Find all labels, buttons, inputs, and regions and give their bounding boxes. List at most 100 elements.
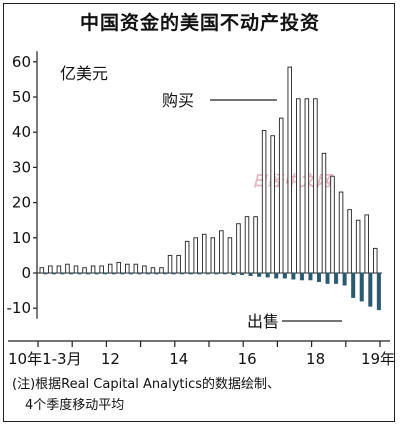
- y-tick-label: 30: [12, 158, 31, 176]
- y-tick-label: 20: [12, 194, 31, 212]
- x-tick-label: 18: [306, 350, 325, 368]
- y-tick-label: -10: [7, 299, 32, 317]
- buy-bar: [338, 191, 344, 274]
- sell-bar: [145, 272, 150, 275]
- buy-bar: [304, 98, 310, 274]
- buy-bar: [261, 129, 267, 274]
- sell-bar: [197, 272, 202, 275]
- sell-bar: [248, 272, 253, 277]
- buy-bar: [296, 98, 301, 274]
- y-tick-label: 60: [12, 53, 31, 71]
- buy-bar: [227, 237, 233, 274]
- sell-bar: [137, 272, 142, 275]
- sell-bar: [265, 272, 270, 278]
- sell-bar: [342, 272, 347, 286]
- sell-bar: [86, 272, 91, 275]
- sell-bar: [257, 272, 262, 277]
- buy-bar: [236, 223, 241, 274]
- buy-bar: [219, 230, 224, 274]
- sell-bar: [376, 272, 381, 311]
- sell-bar: [43, 272, 48, 275]
- buy-bar: [48, 265, 53, 274]
- sell-bar: [325, 272, 330, 284]
- buy-bar: [82, 267, 87, 274]
- x-tick-label: 10年1-3月: [8, 350, 82, 368]
- sell-bar: [94, 272, 99, 275]
- buy-bar: [321, 152, 327, 274]
- sell-bar: [231, 272, 236, 275]
- x-tick-label: 12: [101, 350, 120, 368]
- sell-bar: [308, 272, 313, 281]
- buy-bar: [65, 263, 70, 274]
- sell-bar: [163, 272, 168, 275]
- y-tick-label: 0: [21, 264, 31, 282]
- chart-frame: [3, 3, 395, 422]
- sell-bar: [334, 272, 339, 284]
- x-tick-label: 14: [169, 350, 188, 368]
- buy-bar: [176, 254, 181, 274]
- buy-bar: [210, 237, 216, 274]
- buy-bar: [39, 267, 45, 274]
- sell-bar: [60, 272, 65, 275]
- sell-bar: [274, 272, 279, 279]
- sell-bar: [103, 272, 108, 275]
- sell-bar: [180, 272, 185, 275]
- buy-bar: [193, 237, 198, 274]
- sell-bar: [120, 272, 125, 275]
- annotation-buy: 购买: [162, 91, 194, 110]
- sell-bar: [111, 272, 116, 275]
- sell-bar: [291, 272, 296, 280]
- sell-bar: [368, 272, 373, 307]
- sell-bar: [282, 272, 287, 279]
- y-tick-label: 50: [12, 88, 31, 106]
- buy-bar: [287, 66, 293, 274]
- buy-bar: [125, 263, 130, 274]
- y-tick-label: 40: [12, 123, 31, 141]
- buy-bar: [90, 265, 96, 274]
- buy-bar: [167, 254, 173, 274]
- buy-bar: [313, 98, 318, 274]
- buy-bar: [99, 265, 104, 274]
- sell-bar: [128, 272, 133, 275]
- sell-bar: [214, 272, 219, 275]
- source-note: (注)根据Real Capital Analytics的数据绘制、 4个季度移动…: [12, 377, 281, 413]
- sell-bar: [299, 272, 304, 281]
- buy-bar: [253, 216, 258, 274]
- sell-bar: [188, 272, 193, 275]
- buy-bar: [364, 214, 369, 274]
- buy-bar: [270, 135, 275, 274]
- sell-bar: [205, 272, 210, 275]
- buy-bar: [107, 263, 113, 274]
- buy-bar: [116, 261, 121, 274]
- sell-bar: [317, 272, 322, 283]
- sell-bar: [77, 272, 82, 275]
- buy-bar: [373, 247, 378, 274]
- sell-bar: [222, 272, 227, 275]
- buy-bar: [355, 219, 361, 274]
- chart-title: 中国资金的美国不动产投资: [79, 12, 320, 34]
- buy-bar: [278, 117, 284, 274]
- sell-bar: [154, 272, 159, 275]
- y-unit-label: 亿美元: [60, 64, 109, 83]
- buy-bar: [150, 267, 156, 274]
- sell-bar: [171, 272, 176, 275]
- annotation-sell: 出售: [247, 312, 279, 331]
- buy-bar: [347, 209, 352, 274]
- buy-bar: [142, 265, 147, 274]
- sell-bar: [240, 272, 245, 275]
- buy-bar: [330, 175, 335, 274]
- x-tick-label: 19年: [361, 350, 395, 368]
- sell-bar: [359, 272, 364, 302]
- y-tick-label: 10: [12, 229, 31, 247]
- sell-bar: [51, 272, 56, 275]
- sell-bar: [351, 272, 356, 298]
- buy-bar: [133, 263, 139, 274]
- buy-bar: [244, 216, 250, 274]
- buy-bar: [184, 240, 190, 274]
- buy-bar: [73, 265, 79, 274]
- x-tick-label: 16: [238, 350, 257, 368]
- buy-bar: [56, 265, 62, 274]
- sell-bar: [69, 272, 74, 275]
- buy-bar: [201, 233, 207, 274]
